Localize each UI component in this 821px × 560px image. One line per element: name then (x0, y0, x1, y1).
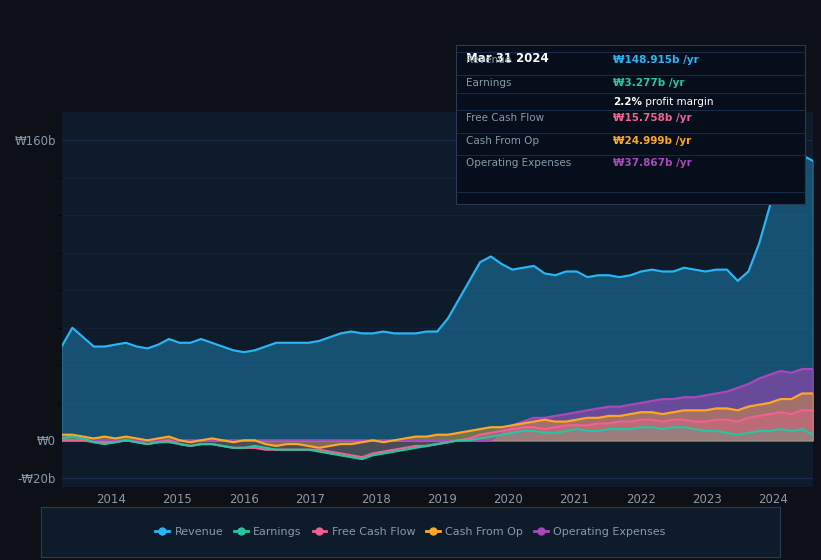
Text: Mar 31 2024: Mar 31 2024 (466, 52, 549, 65)
Text: Earnings: Earnings (466, 78, 511, 88)
Text: profit margin: profit margin (642, 97, 713, 106)
Text: ₩3.277b /yr: ₩3.277b /yr (612, 78, 684, 88)
Legend: Revenue, Earnings, Free Cash Flow, Cash From Op, Operating Expenses: Revenue, Earnings, Free Cash Flow, Cash … (151, 522, 670, 542)
Text: Operating Expenses: Operating Expenses (466, 158, 571, 168)
Text: Revenue: Revenue (466, 55, 511, 65)
Text: ₩37.867b /yr: ₩37.867b /yr (612, 158, 691, 168)
Text: ₩15.758b /yr: ₩15.758b /yr (612, 114, 691, 123)
Text: Cash From Op: Cash From Op (466, 136, 539, 146)
Text: Free Cash Flow: Free Cash Flow (466, 114, 544, 123)
Text: 2.2%: 2.2% (612, 97, 642, 106)
Text: ₩148.915b /yr: ₩148.915b /yr (612, 55, 699, 65)
Text: ₩24.999b /yr: ₩24.999b /yr (612, 136, 691, 146)
